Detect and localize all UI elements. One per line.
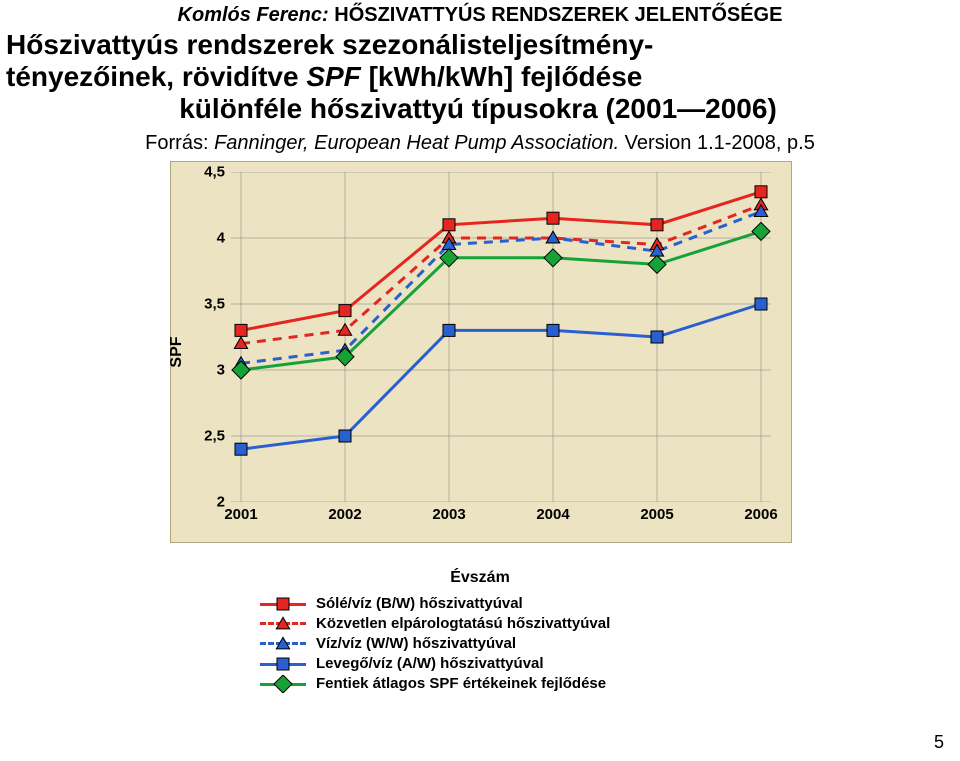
plot-area — [231, 172, 771, 502]
title-line2a: tényezőinek, rövidítve — [6, 61, 306, 92]
source-line: Forrás: Fanninger, European Heat Pump As… — [0, 126, 960, 161]
legend-swatch — [260, 615, 306, 633]
title-line1: Hőszivattyús rendszerek szezonálisteljes… — [6, 29, 950, 61]
x-axis-label: Évszám — [170, 543, 790, 587]
title-line2: tényezőinek, rövidítve SPF [kWh/kWh] fej… — [6, 61, 950, 93]
legend-swatch — [260, 655, 306, 673]
header-rest: HŐSZIVATTYÚS RENDSZEREK JELENTŐSÉGE — [329, 4, 783, 26]
x-tick-label: 2006 — [731, 506, 791, 523]
legend-row: Sólé/víz (B/W) hőszivattyúval — [260, 595, 790, 613]
legend-row: Közvetlen elpárologtatású hőszivattyúval — [260, 615, 790, 633]
legend-label: Víz/víz (W/W) hőszivattyúval — [316, 635, 516, 652]
legend-swatch — [260, 675, 306, 693]
title-block: Hőszivattyús rendszerek szezonálisteljes… — [0, 27, 960, 126]
x-tick-label: 2002 — [315, 506, 375, 523]
x-tick-label: 2005 — [627, 506, 687, 523]
title-spf: SPF — [306, 61, 360, 92]
title-line2c: [kWh/kWh] fejlődése — [361, 61, 643, 92]
source-value: Fanninger, European Heat Pump Associatio… — [214, 132, 619, 154]
y-tick-label: 4,5 — [171, 163, 225, 180]
page-header: Komlós Ferenc: HŐSZIVATTYÚS RENDSZEREK J… — [0, 0, 960, 27]
legend-swatch — [260, 595, 306, 613]
chart-container: SPF 22,533,544,5 20012002200320042005200… — [170, 161, 790, 587]
legend-label: Sólé/víz (B/W) hőszivattyúval — [316, 595, 523, 612]
y-tick-label: 2,5 — [171, 427, 225, 444]
author: Komlós Ferenc: — [178, 4, 329, 26]
legend-label: Közvetlen elpárologtatású hőszivattyúval — [316, 615, 610, 632]
x-tick-label: 2001 — [211, 506, 271, 523]
x-tick-label: 2003 — [419, 506, 479, 523]
page-number: 5 — [934, 732, 944, 753]
source-label: Forrás: — [145, 132, 214, 154]
legend-row: Fentiek átlagos SPF értékeinek fejlődése — [260, 675, 790, 693]
source-tail: Version 1.1-2008, p.5 — [619, 132, 815, 154]
x-tick-label: 2004 — [523, 506, 583, 523]
legend-swatch — [260, 635, 306, 653]
y-tick-label: 3,5 — [171, 295, 225, 312]
y-tick-label: 4 — [171, 229, 225, 246]
legend-row: Víz/víz (W/W) hőszivattyúval — [260, 635, 790, 653]
title-line3: különféle hőszivattyú típusokra (2001—20… — [6, 93, 950, 125]
legend-label: Levegő/víz (A/W) hőszivattyúval — [316, 655, 544, 672]
y-tick-label: 3 — [171, 361, 225, 378]
legend-label: Fentiek átlagos SPF értékeinek fejlődése — [316, 675, 606, 692]
chart-box: SPF 22,533,544,5 20012002200320042005200… — [170, 161, 792, 543]
legend: Sólé/víz (B/W) hőszivattyúval Közvetlen e… — [170, 595, 790, 693]
legend-row: Levegő/víz (A/W) hőszivattyúval — [260, 655, 790, 673]
